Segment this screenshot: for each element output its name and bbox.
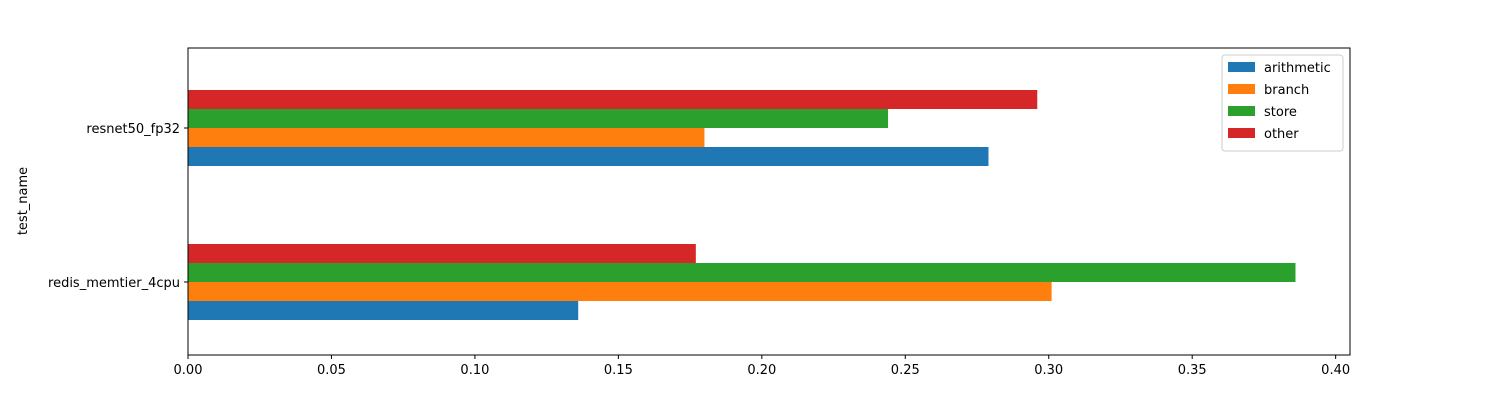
legend-label-other: other bbox=[1264, 127, 1299, 142]
x-tick-label: 0.00 bbox=[174, 363, 203, 378]
y-category-label: redis_memtier_4cpu bbox=[48, 276, 180, 291]
x-tick-label: 0.15 bbox=[604, 363, 633, 378]
plot-frame bbox=[187, 47, 1351, 356]
bar-arithmetic-1 bbox=[188, 147, 989, 166]
bar-other-0 bbox=[188, 244, 696, 263]
x-tick-label: 0.20 bbox=[747, 363, 776, 378]
legend-label-branch: branch bbox=[1264, 83, 1309, 98]
legend: arithmetic branch store other bbox=[1221, 54, 1344, 152]
y-axis-label: test_name bbox=[16, 167, 31, 235]
bar-arithmetic-0 bbox=[188, 301, 579, 320]
x-tick-label: 0.25 bbox=[891, 363, 920, 378]
x-tick-label: 0.10 bbox=[460, 363, 489, 378]
legend-swatch-branch bbox=[1228, 84, 1255, 94]
bar-store-0 bbox=[188, 263, 1296, 282]
x-tick-label: 0.05 bbox=[317, 363, 346, 378]
legend-box bbox=[1221, 54, 1344, 152]
bar-branch-0 bbox=[188, 282, 1052, 301]
x-tick-label: 0.40 bbox=[1321, 363, 1350, 378]
y-axis-categories: redis_memtier_4cpu resnet50_fp32 bbox=[48, 122, 188, 291]
legend-label-store: store bbox=[1264, 105, 1297, 120]
y-category-label: resnet50_fp32 bbox=[86, 122, 180, 137]
legend-label-arithmetic: arithmetic bbox=[1264, 61, 1331, 76]
x-tick-label: 0.30 bbox=[1034, 363, 1063, 378]
bar-other-1 bbox=[188, 90, 1038, 109]
bars-group bbox=[188, 90, 1296, 320]
bar-store-1 bbox=[188, 109, 889, 128]
x-axis-ticks: 0.00 0.05 0.10 0.15 0.20 0.25 0.30 0.35 0.40 bbox=[174, 355, 1350, 378]
legend-swatch-store bbox=[1228, 106, 1255, 116]
legend-swatch-other bbox=[1228, 128, 1255, 138]
x-tick-label: 0.35 bbox=[1178, 363, 1207, 378]
legend-swatch-arithmetic bbox=[1228, 62, 1255, 72]
bar-branch-1 bbox=[188, 128, 705, 147]
